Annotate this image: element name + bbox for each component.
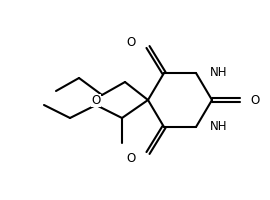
- Text: O: O: [250, 94, 259, 106]
- Text: O: O: [91, 94, 101, 106]
- Text: O: O: [127, 36, 136, 48]
- Text: O: O: [127, 152, 136, 164]
- Text: NH: NH: [210, 120, 228, 134]
- Text: NH: NH: [210, 66, 228, 79]
